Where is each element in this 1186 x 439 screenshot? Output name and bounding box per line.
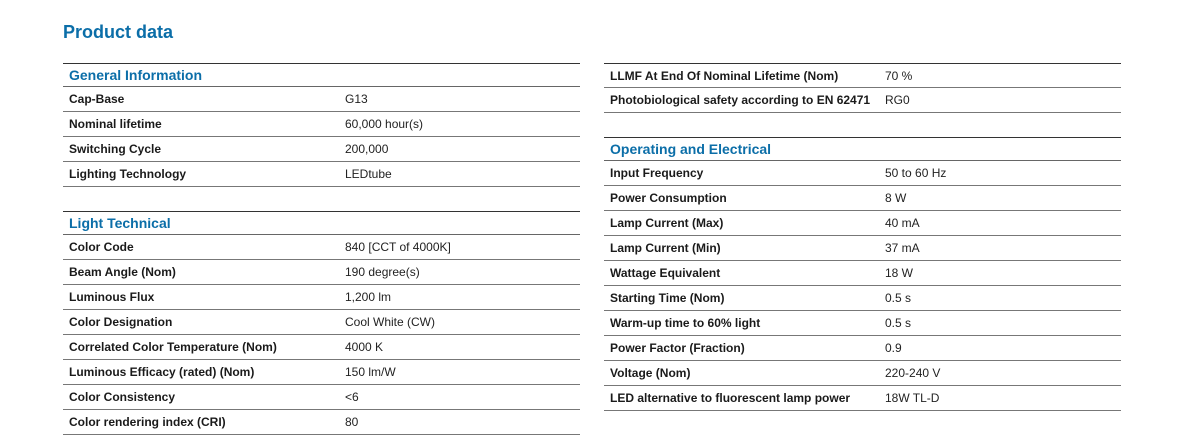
- spec-row: Wattage Equivalent 18 W: [604, 261, 1121, 286]
- spec-value: 8 W: [885, 191, 907, 205]
- spec-row: Warm-up time to 60% light 0.5 s: [604, 311, 1121, 336]
- spec-value: 0.9: [885, 341, 902, 355]
- spec-row: Voltage (Nom) 220-240 V: [604, 361, 1121, 386]
- spec-label: Wattage Equivalent: [610, 266, 721, 280]
- spec-row: Switching Cycle 200,000: [63, 137, 580, 162]
- spec-label: Beam Angle (Nom): [69, 265, 176, 279]
- spec-label: Color rendering index (CRI): [69, 415, 226, 429]
- spec-row: Color Designation Cool White (CW): [63, 310, 580, 335]
- spec-value: 40 mA: [885, 216, 920, 230]
- spec-row: Color rendering index (CRI) 80: [63, 410, 580, 435]
- spec-value: G13: [345, 92, 368, 106]
- spec-label: Input Frequency: [610, 166, 704, 180]
- spec-value: 37 mA: [885, 241, 920, 255]
- spec-row: Power Consumption 8 W: [604, 186, 1121, 211]
- spec-row: Starting Time (Nom) 0.5 s: [604, 286, 1121, 311]
- spec-row: Lamp Current (Min) 37 mA: [604, 236, 1121, 261]
- spec-label: Photobiological safety according to EN 6…: [610, 93, 871, 107]
- spec-label: Lighting Technology: [69, 167, 187, 181]
- spec-value: <6: [345, 390, 359, 404]
- spec-label: Luminous Efficacy (rated) (Nom): [69, 365, 255, 379]
- spec-value: LEDtube: [345, 167, 392, 181]
- spec-value: 18W TL-D: [885, 391, 940, 405]
- spec-value: 0.5 s: [885, 316, 912, 330]
- spec-label: Correlated Color Temperature (Nom): [69, 340, 277, 354]
- section-heading: General Information: [63, 63, 580, 87]
- spec-value: 200,000: [345, 142, 389, 156]
- spec-value: RG0: [885, 93, 910, 107]
- spec-row: Input Frequency 50 to 60 Hz: [604, 161, 1121, 186]
- spec-row: Lamp Current (Max) 40 mA: [604, 211, 1121, 236]
- spec-row: Lighting Technology LEDtube: [63, 162, 580, 187]
- section-heading: Operating and Electrical: [604, 137, 1121, 161]
- spec-value: 18 W: [885, 266, 914, 280]
- page-title: Product data: [63, 22, 174, 42]
- spec-label: Luminous Flux: [69, 290, 155, 304]
- spec-row: Color Code 840 [CCT of 4000K]: [63, 235, 580, 260]
- spec-label: Switching Cycle: [69, 142, 162, 156]
- spec-value: 1,200 lm: [345, 290, 392, 304]
- spec-label: Warm-up time to 60% light: [610, 316, 761, 330]
- spec-value: 220-240 V: [885, 366, 941, 380]
- spec-label: Lamp Current (Min): [610, 241, 721, 255]
- spec-row: LED alternative to fluorescent lamp powe…: [604, 386, 1121, 411]
- spec-label: LLMF At End Of Nominal Lifetime (Nom): [610, 68, 839, 83]
- spec-label: Power Factor (Fraction): [610, 341, 745, 355]
- spec-row: Correlated Color Temperature (Nom) 4000 K: [63, 335, 580, 360]
- spec-row: Photobiological safety according to EN 6…: [604, 88, 1121, 113]
- spec-label: Starting Time (Nom): [610, 291, 725, 305]
- right-spec-table: LLMF At End Of Nominal Lifetime (Nom) 70 …: [604, 63, 1121, 411]
- spec-label: Lamp Current (Max): [610, 216, 724, 230]
- spec-label: Cap-Base: [69, 92, 125, 106]
- spec-value: 4000 K: [345, 340, 384, 354]
- spec-value: 840 [CCT of 4000K]: [345, 240, 451, 254]
- spec-row: Luminous Flux 1,200 lm: [63, 285, 580, 310]
- spec-value: 190 degree(s): [345, 265, 420, 279]
- spec-row: Power Factor (Fraction) 0.9: [604, 336, 1121, 361]
- spec-value: 150 lm/W: [345, 365, 396, 379]
- spec-value: 70 %: [885, 68, 913, 83]
- spec-row: LLMF At End Of Nominal Lifetime (Nom) 70 …: [604, 63, 1121, 88]
- spec-row: Luminous Efficacy (rated) (Nom) 150 lm/W: [63, 360, 580, 385]
- section-heading: Light Technical: [63, 211, 580, 235]
- spec-row: Nominal lifetime 60,000 hour(s): [63, 112, 580, 137]
- spec-label: Power Consumption: [610, 191, 727, 205]
- left-spec-table: General Information Cap-Base G13 Nominal l…: [63, 63, 580, 435]
- spec-label: Color Consistency: [69, 390, 176, 404]
- spec-row: Cap-Base G13: [63, 87, 580, 112]
- spec-label: Nominal lifetime: [69, 117, 162, 131]
- spec-value: 0.5 s: [885, 291, 912, 305]
- spec-value: Cool White (CW): [345, 315, 436, 329]
- spec-row: Beam Angle (Nom) 190 degree(s): [63, 260, 580, 285]
- spec-label: LED alternative to fluorescent lamp powe…: [610, 391, 851, 405]
- spec-row: Color Consistency <6: [63, 385, 580, 410]
- spec-label: Voltage (Nom): [610, 366, 691, 380]
- spec-value: 60,000 hour(s): [345, 117, 424, 131]
- spec-value: 50 to 60 Hz: [885, 166, 947, 180]
- spec-label: Color Code: [69, 240, 134, 254]
- spec-label: Color Designation: [69, 315, 173, 329]
- spec-value: 80: [345, 415, 359, 429]
